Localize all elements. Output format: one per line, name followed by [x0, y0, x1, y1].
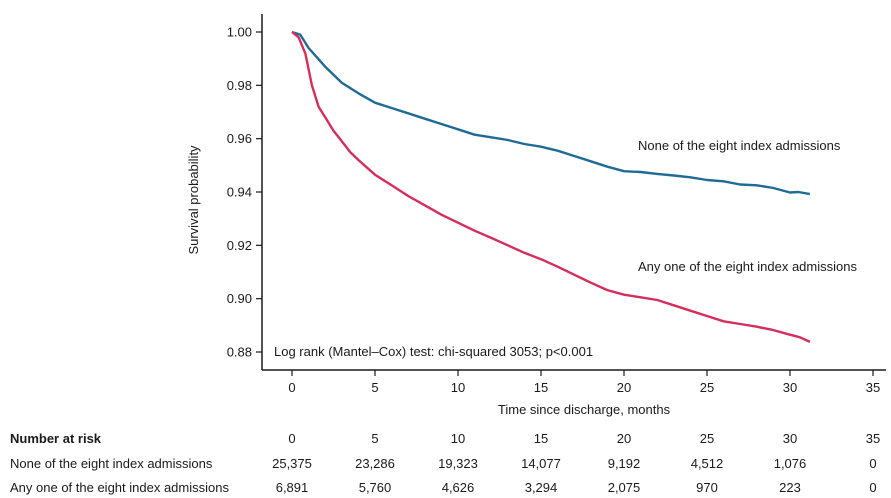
risk-time-label: 20	[617, 431, 631, 446]
risk-table: Number at risk 0 5 10 15 20 25 30 35 None of the…	[10, 431, 880, 495]
y-axis-label: Survival probability	[186, 145, 201, 255]
y-tick-label: 0.94	[227, 185, 252, 200]
risk-time-label: 10	[451, 431, 465, 446]
risk-time-label: 25	[700, 431, 714, 446]
risk-cell: 0	[869, 480, 876, 495]
x-tick-label: 10	[451, 380, 465, 395]
series-line-1	[291, 30, 811, 196]
y-ticks: 0.88 0.90 0.92 0.94 0.96 0.98 1.00	[227, 25, 262, 360]
x-ticks: 0 5 10 15 20 25 30 35	[288, 370, 880, 395]
risk-cell: 9,192	[608, 456, 641, 471]
risk-time-label: 0	[288, 431, 295, 446]
x-tick-label: 0	[288, 380, 295, 395]
risk-cell: 4,626	[442, 480, 475, 495]
risk-cell: 223	[779, 480, 801, 495]
x-tick-label: 20	[617, 380, 631, 395]
y-tick-label: 0.92	[227, 238, 252, 253]
series-label-2: Any one of the eight index admissions	[638, 259, 857, 274]
risk-time-label: 30	[783, 431, 797, 446]
risk-cell: 4,512	[691, 456, 724, 471]
risk-time-label: 5	[371, 431, 378, 446]
risk-time-label: 35	[866, 431, 880, 446]
risk-cell: 23,286	[355, 456, 395, 471]
y-tick-label: 0.98	[227, 78, 252, 93]
risk-time-label: 15	[534, 431, 548, 446]
risk-cell: 1,076	[774, 456, 807, 471]
logrank-annotation: Log rank (Mantel–Cox) test: chi-squared …	[274, 344, 593, 359]
risk-row-label: Any one of the eight index admissions	[10, 480, 229, 495]
risk-cell: 14,077	[521, 456, 561, 471]
y-tick-label: 0.88	[227, 345, 252, 360]
risk-table-title: Number at risk	[10, 431, 102, 446]
y-tick-label: 0.90	[227, 291, 252, 306]
x-tick-label: 30	[783, 380, 797, 395]
x-tick-label: 5	[371, 380, 378, 395]
risk-cell: 0	[869, 456, 876, 471]
series-lines	[291, 30, 811, 343]
x-tick-label: 25	[700, 380, 714, 395]
risk-row-label: None of the eight index admissions	[10, 456, 213, 471]
risk-cell: 2,075	[608, 480, 641, 495]
series-line-2	[291, 31, 811, 343]
x-tick-label: 35	[866, 380, 880, 395]
risk-cell: 19,323	[438, 456, 478, 471]
risk-cell: 970	[696, 480, 718, 495]
x-axis-label: Time since discharge, months	[498, 402, 671, 417]
series-labels: None of the eight index admissions Any on…	[638, 138, 857, 274]
risk-cell: 6,891	[276, 480, 309, 495]
y-tick-label: 0.96	[227, 131, 252, 146]
risk-cell: 25,375	[272, 456, 312, 471]
risk-cell: 3,294	[525, 480, 558, 495]
y-tick-label: 1.00	[227, 25, 252, 40]
series-label-1: None of the eight index admissions	[638, 138, 841, 153]
risk-cell: 5,760	[359, 480, 392, 495]
x-tick-label: 15	[534, 380, 548, 395]
